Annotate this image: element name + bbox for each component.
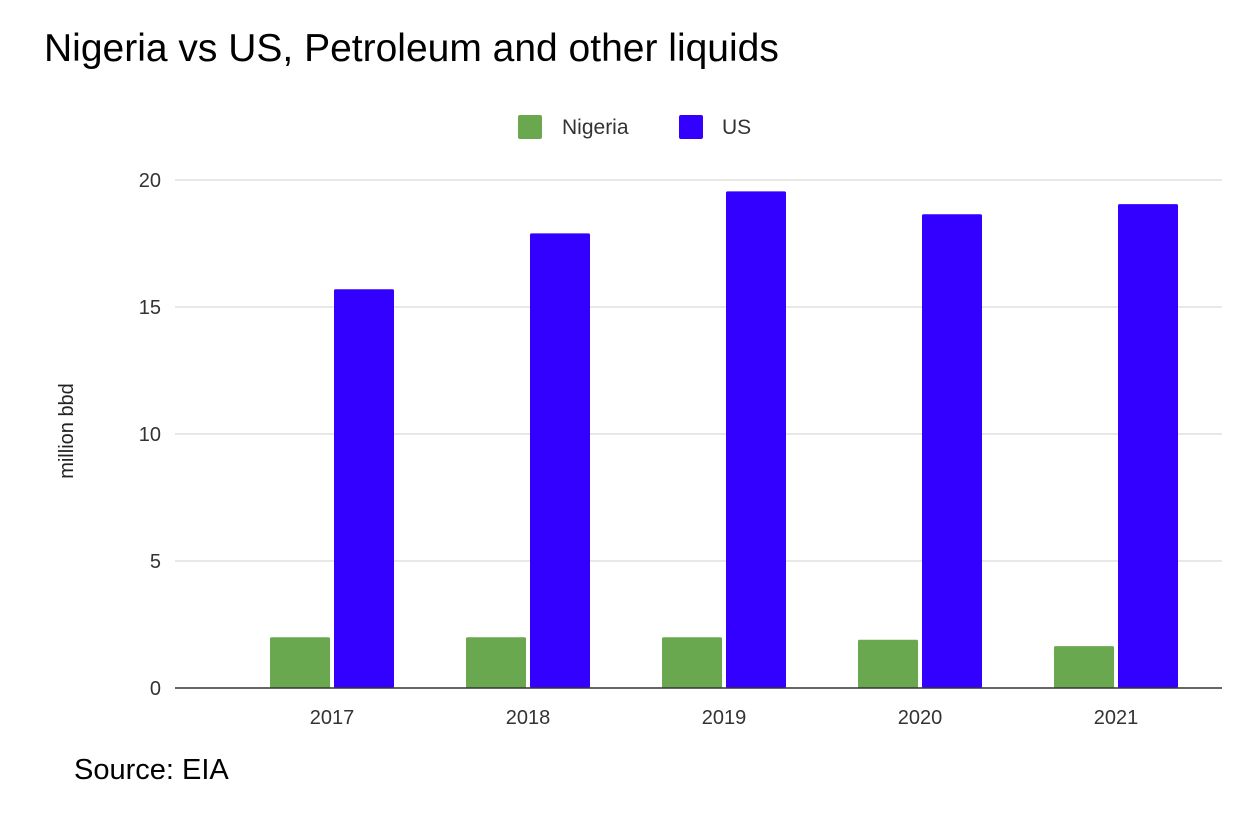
bar-nigeria-2019[interactable] <box>662 637 722 688</box>
bar-us-2017[interactable] <box>334 289 394 688</box>
source-note: Source: EIA <box>74 754 229 786</box>
bar-us-2021[interactable] <box>1118 204 1178 688</box>
legend-label-nigeria[interactable]: Nigeria <box>562 116 629 139</box>
bar-nigeria-2017[interactable] <box>270 637 330 688</box>
bar-us-2018[interactable] <box>530 233 590 688</box>
legend[interactable]: Nigeria US <box>518 115 751 139</box>
chart-title: Nigeria vs US, Petroleum and other liqui… <box>44 27 779 70</box>
bar-us-2020[interactable] <box>922 214 982 689</box>
x-tick-label: 2019 <box>702 707 747 729</box>
gridlines <box>175 179 1222 562</box>
y-tick-label: 15 <box>139 297 161 319</box>
x-tick-label: 2020 <box>898 707 943 729</box>
x-tick-label: 2017 <box>310 707 355 729</box>
y-axis-ticks: 0 5 10 15 20 <box>139 170 161 700</box>
bar-nigeria-2021[interactable] <box>1054 646 1114 688</box>
legend-swatch-nigeria[interactable] <box>518 115 542 139</box>
y-tick-label: 5 <box>150 551 161 573</box>
y-tick-label: 20 <box>139 170 161 192</box>
y-axis-label: million bbd <box>56 383 78 479</box>
legend-label-us[interactable]: US <box>722 116 751 139</box>
legend-swatch-us[interactable] <box>679 115 703 139</box>
x-tick-label: 2018 <box>506 707 551 729</box>
bar-us-2019[interactable] <box>726 191 786 688</box>
bar-nigeria-2020[interactable] <box>858 639 918 688</box>
x-axis-ticks: 2017 2018 2019 2020 2021 <box>310 707 1139 729</box>
bars <box>270 191 1178 689</box>
bar-nigeria-2018[interactable] <box>466 637 526 688</box>
y-tick-label: 10 <box>139 424 161 446</box>
y-tick-label: 0 <box>150 678 161 700</box>
x-tick-label: 2021 <box>1094 707 1139 729</box>
